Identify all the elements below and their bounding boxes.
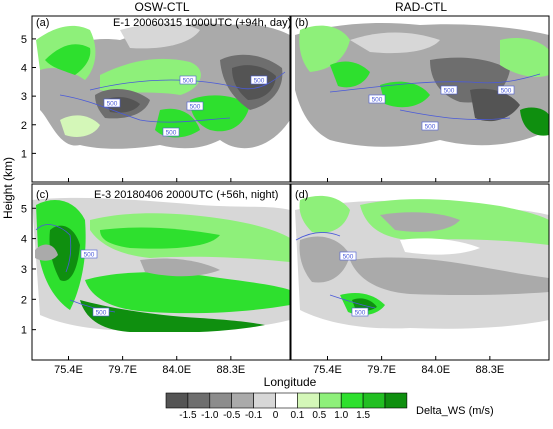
field-c [32,197,290,360]
contour-labels-b: 500 500 500 500 [368,85,515,131]
annotation-a: E-1 20060315 1000UTC (+94h, day) [113,17,291,29]
contour-label: 500 [343,254,354,261]
colorbar-swatch [297,392,320,409]
column-title-osw: OSW-CTL [134,0,189,14]
colorbar-swatch [362,392,386,409]
colorbar-tick-label: 0.5 [312,410,326,421]
contour-label: 500 [355,310,366,317]
colorbar-tick-label: -1.0 [201,410,219,421]
contour-labels-c: 500 500 [80,249,110,317]
xtick-label: 75.4E [54,364,83,376]
panel-d: (d) 500 500 [290,183,550,361]
top-ytick-label: 1 [21,148,27,160]
contour-label: 500 [372,97,383,104]
xtick-label: 84.0E [162,364,191,376]
panel-b: (b) 500 500 500 500 [290,15,550,183]
colorbar-tick-label: -0.5 [223,410,241,421]
colorbar-swatch [318,392,342,409]
colorbar-swatch [253,392,276,409]
y-axis-label: Height (km) [1,157,15,219]
x-axis: 75.4E 79.7E 84.0E 88.3E 75.4E 79.7E 84.0E 88.3E [54,178,504,376]
xtick-label: 75.4E [313,364,342,376]
y-axis-top: 1 2 3 4 5 [21,34,36,160]
bottom-ytick-label: 4 [21,234,27,246]
xtick-label: 88.3E [216,364,245,376]
colorbar-label: Delta_WS (m/s) [416,405,494,417]
xtick-label: 79.7E [367,364,396,376]
contour-label: 500 [107,101,118,108]
contour-label: 500 [166,130,177,137]
colorbar-swatch [231,392,254,409]
colorbar-tick-label: -1.5 [179,410,197,421]
contour-labels-d: 500 500 [339,251,369,317]
x-axis-label: Longitude [264,375,317,389]
field-d [291,195,549,360]
colorbar: -1.5 -1.0 -0.5 -0.1 0 0.1 0.5 1.0 1.5 [165,392,408,421]
top-ytick-label: 5 [21,34,27,46]
bottom-ytick-label: 1 [21,325,27,337]
xtick-label: 84.0E [421,364,450,376]
colorbar-swatch [275,392,298,409]
panel-label-b: (b) [295,17,308,29]
contour-label: 500 [183,78,194,85]
top-ytick-label: 4 [21,63,27,75]
panel-a: (a) E-1 20060315 1000UTC (+94h, day) 500… [31,15,291,183]
panel-c: (c) E-3 20180406 2000UTC (+56h, night) 5… [31,183,291,361]
bottom-ytick-label: 3 [21,264,27,276]
colorbar-swatch [165,392,189,409]
field-b [291,23,549,182]
xtick-label: 88.3E [475,364,504,376]
colorbar-tick-label: 0.1 [290,410,304,421]
xtick-label: 79.7E [108,364,137,376]
y-axis-bottom: 1 2 3 4 5 [21,203,36,337]
top-ytick-label: 3 [21,91,27,103]
colorbar-swatch [187,392,211,409]
top-ytick-label: 2 [21,120,27,132]
column-title-rad: RAD-CTL [395,0,447,14]
bottom-ytick-label: 5 [21,203,27,215]
colorbar-tick-label: 1.0 [334,410,348,421]
colorbar-tick-label: 0 [273,410,279,421]
contour-label: 500 [190,104,201,111]
contour-label: 500 [84,252,95,259]
field-a [32,23,290,182]
colorbar-tick-label: 1.5 [356,410,370,421]
panel-label-a: (a) [36,17,49,29]
colorbar-swatch [209,392,233,409]
colorbar-swatch [340,392,364,409]
contour-label: 500 [96,310,107,317]
colorbar-swatch [384,392,408,409]
annotation-c: E-3 20180406 2000UTC (+56h, night) [94,189,278,201]
bottom-ytick-label: 2 [21,294,27,306]
panel-label-d: (d) [295,189,308,201]
panel-label-c: (c) [36,189,49,201]
colorbar-tick-label: -0.1 [245,410,263,421]
contour-label: 500 [254,78,265,85]
contour-label: 500 [501,88,512,95]
contour-labels-a: 500 500 500 500 500 [103,75,268,137]
contour-label: 500 [425,124,436,131]
contour-label: 500 [444,88,455,95]
